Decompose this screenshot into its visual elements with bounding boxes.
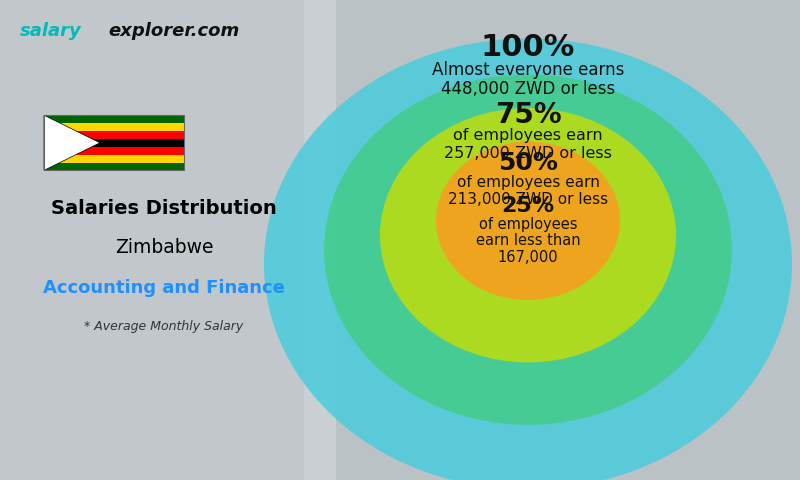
- Bar: [0, 0, 336, 480]
- Text: of employees earn: of employees earn: [457, 175, 599, 190]
- Text: Salaries Distribution: Salaries Distribution: [51, 199, 277, 218]
- Bar: [44, 139, 184, 147]
- Text: salary: salary: [20, 22, 82, 40]
- Text: Accounting and Finance: Accounting and Finance: [43, 279, 285, 297]
- Text: of employees: of employees: [478, 217, 578, 232]
- Ellipse shape: [324, 74, 732, 425]
- Ellipse shape: [436, 142, 620, 300]
- Text: 448,000 ZWD or less: 448,000 ZWD or less: [441, 80, 615, 98]
- Bar: [44, 147, 184, 155]
- Text: 75%: 75%: [494, 101, 562, 129]
- Text: * Average Monthly Salary: * Average Monthly Salary: [84, 320, 244, 333]
- Text: of employees earn: of employees earn: [453, 128, 603, 143]
- Text: 100%: 100%: [481, 34, 575, 62]
- Text: explorer.com: explorer.com: [108, 22, 239, 40]
- Text: earn less than: earn less than: [476, 233, 580, 249]
- Text: 167,000: 167,000: [498, 250, 558, 265]
- Bar: [44, 163, 184, 170]
- Bar: [44, 115, 184, 170]
- Bar: [44, 131, 184, 139]
- Bar: [304, 0, 800, 480]
- Text: Almost everyone earns: Almost everyone earns: [432, 60, 624, 79]
- Ellipse shape: [264, 38, 792, 480]
- Polygon shape: [44, 115, 100, 170]
- Text: 25%: 25%: [502, 196, 554, 216]
- Text: 257,000 ZWD or less: 257,000 ZWD or less: [444, 146, 612, 161]
- Ellipse shape: [380, 108, 676, 362]
- Text: Zimbabwe: Zimbabwe: [114, 238, 214, 257]
- Bar: [44, 115, 184, 123]
- Text: 50%: 50%: [498, 151, 558, 175]
- Bar: [44, 123, 184, 131]
- Bar: [44, 155, 184, 163]
- Text: 213,000 ZWD or less: 213,000 ZWD or less: [448, 192, 608, 207]
